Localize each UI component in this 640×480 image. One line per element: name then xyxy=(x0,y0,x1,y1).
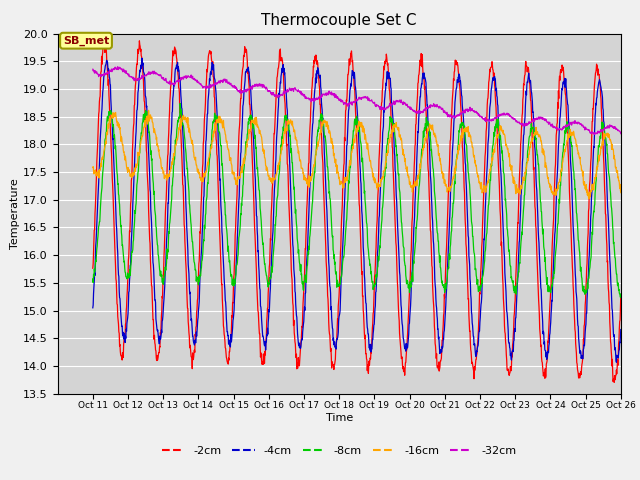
-32cm xyxy=(508,114,516,120)
-2cm xyxy=(611,380,618,385)
-2cm xyxy=(439,328,447,334)
-8cm xyxy=(207,142,214,148)
-4cm xyxy=(555,143,563,149)
-32cm xyxy=(194,80,202,85)
-32cm xyxy=(555,127,563,132)
Title: Thermocouple Set C: Thermocouple Set C xyxy=(262,13,417,28)
-32cm xyxy=(591,132,598,137)
-2cm xyxy=(136,38,143,44)
-16cm xyxy=(89,165,97,170)
-4cm xyxy=(89,305,97,311)
Line: -16cm: -16cm xyxy=(93,110,621,199)
-2cm xyxy=(617,292,625,298)
Line: -4cm: -4cm xyxy=(93,58,621,362)
-2cm xyxy=(207,51,214,57)
-4cm xyxy=(194,317,202,323)
-16cm xyxy=(508,163,516,168)
-16cm xyxy=(439,172,447,178)
-4cm xyxy=(266,299,273,304)
-2cm xyxy=(555,88,563,94)
-16cm xyxy=(207,147,214,153)
-16cm xyxy=(555,180,563,186)
-32cm xyxy=(439,106,447,112)
Line: -2cm: -2cm xyxy=(93,41,621,383)
-8cm xyxy=(176,101,184,107)
Line: -32cm: -32cm xyxy=(93,67,621,134)
-16cm xyxy=(145,108,152,113)
X-axis label: Time: Time xyxy=(326,413,353,423)
-32cm xyxy=(89,66,97,72)
-8cm xyxy=(194,275,202,280)
-2cm xyxy=(194,295,202,301)
-8cm xyxy=(89,276,97,282)
-8cm xyxy=(616,294,624,300)
-32cm xyxy=(207,85,214,91)
-16cm xyxy=(194,169,202,175)
-2cm xyxy=(266,261,273,267)
-8cm xyxy=(439,283,447,288)
-4cm xyxy=(612,360,620,365)
-16cm xyxy=(585,196,593,202)
-2cm xyxy=(89,265,97,271)
-32cm xyxy=(266,88,273,94)
-8cm xyxy=(617,291,625,297)
-16cm xyxy=(617,190,625,195)
Text: SB_met: SB_met xyxy=(63,36,109,46)
-4cm xyxy=(508,351,516,357)
-8cm xyxy=(508,277,516,283)
Line: -8cm: -8cm xyxy=(93,104,621,297)
-4cm xyxy=(207,69,214,75)
-4cm xyxy=(439,344,447,349)
Legend: -2cm, -4cm, -8cm, -16cm, -32cm: -2cm, -4cm, -8cm, -16cm, -32cm xyxy=(157,441,521,460)
Y-axis label: Temperature: Temperature xyxy=(10,178,20,249)
-32cm xyxy=(617,131,625,136)
-4cm xyxy=(138,55,146,61)
-8cm xyxy=(555,211,563,217)
-2cm xyxy=(508,350,516,356)
-8cm xyxy=(266,275,273,280)
-4cm xyxy=(617,327,625,333)
-32cm xyxy=(114,64,122,70)
-16cm xyxy=(266,175,273,180)
